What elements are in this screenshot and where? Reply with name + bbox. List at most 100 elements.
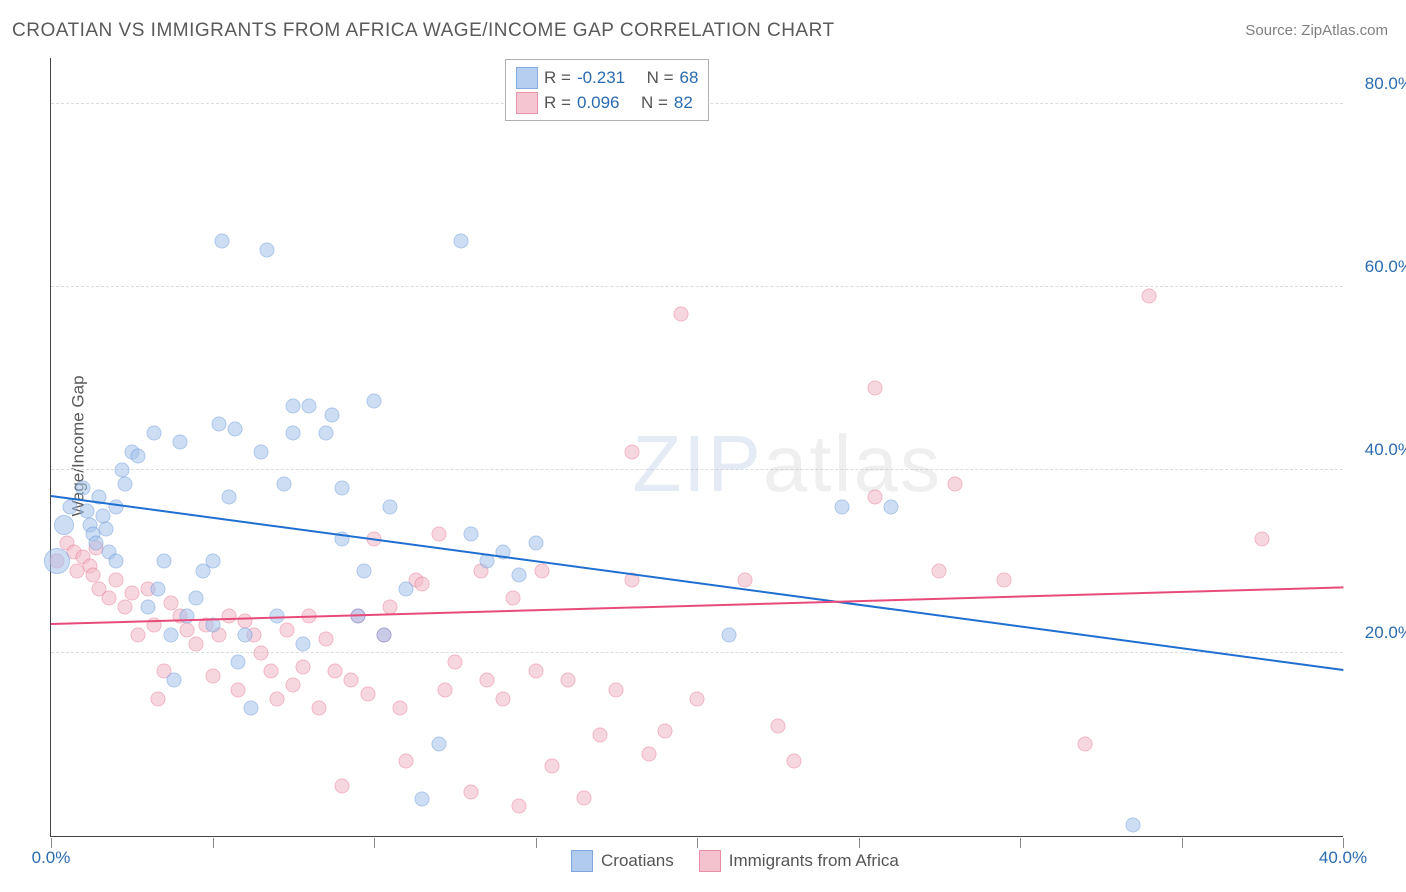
x-tick (1182, 838, 1183, 848)
data-point-immigrants (867, 380, 882, 395)
x-tick (374, 838, 375, 848)
data-point-immigrants (1077, 737, 1092, 752)
data-point-immigrants (179, 623, 194, 638)
data-point-immigrants (657, 723, 672, 738)
data-point-croatians (1126, 818, 1141, 833)
legend-swatch (571, 850, 593, 872)
data-point-immigrants (528, 664, 543, 679)
data-point-immigrants (625, 444, 640, 459)
data-point-immigrants (189, 636, 204, 651)
data-point-croatians (157, 554, 172, 569)
data-point-croatians (512, 568, 527, 583)
data-point-immigrants (270, 691, 285, 706)
data-point-immigrants (431, 526, 446, 541)
data-point-croatians (383, 499, 398, 514)
data-point-immigrants (786, 753, 801, 768)
legend-r-label: R = (544, 65, 571, 90)
data-point-immigrants (295, 659, 310, 674)
x-tick (1343, 838, 1344, 848)
data-point-croatians (150, 581, 165, 596)
data-point-immigrants (496, 691, 511, 706)
data-point-croatians (189, 591, 204, 606)
data-point-immigrants (102, 591, 117, 606)
data-point-immigrants (996, 572, 1011, 587)
legend-n-value: 68 (680, 65, 699, 90)
legend-n-label: N = (641, 90, 668, 115)
data-point-croatians (231, 655, 246, 670)
trendline-croatians (51, 495, 1343, 671)
gridline (51, 286, 1343, 287)
data-point-croatians (163, 627, 178, 642)
data-point-immigrants (544, 759, 559, 774)
data-point-croatians (205, 554, 220, 569)
data-point-immigrants (534, 563, 549, 578)
data-point-croatians (131, 449, 146, 464)
data-point-croatians (253, 444, 268, 459)
data-point-immigrants (438, 682, 453, 697)
data-point-croatians (211, 417, 226, 432)
data-point-croatians (318, 426, 333, 441)
data-point-croatians (118, 476, 133, 491)
data-point-immigrants (948, 476, 963, 491)
legend-row-croatians: R = -0.231 N = 68 (516, 65, 698, 90)
data-point-croatians (357, 563, 372, 578)
data-point-immigrants (312, 700, 327, 715)
data-point-croatians (54, 515, 74, 535)
data-point-immigrants (108, 572, 123, 587)
data-point-croatians (722, 627, 737, 642)
data-point-immigrants (463, 785, 478, 800)
legend-item-immigrants: Immigrants from Africa (699, 850, 899, 872)
source-label: Source: ZipAtlas.com (1245, 22, 1388, 39)
x-tick (536, 838, 537, 848)
data-point-croatians (179, 609, 194, 624)
data-point-croatians (115, 462, 130, 477)
legend-r-value: 0.096 (577, 90, 620, 115)
data-point-croatians (883, 499, 898, 514)
legend-n-value: 82 (674, 90, 693, 115)
data-point-croatians (454, 234, 469, 249)
y-tick-label: 80.0% (1353, 74, 1406, 94)
legend-swatch (699, 850, 721, 872)
data-point-immigrants (392, 700, 407, 715)
data-point-immigrants (1142, 288, 1157, 303)
data-point-immigrants (131, 627, 146, 642)
x-tick (51, 838, 52, 848)
y-tick-label: 60.0% (1353, 257, 1406, 277)
data-point-croatians (528, 536, 543, 551)
data-point-immigrants (867, 490, 882, 505)
legend-swatch (516, 92, 538, 114)
data-point-immigrants (318, 632, 333, 647)
data-point-immigrants (221, 609, 236, 624)
data-point-croatians (44, 548, 70, 574)
x-tick (697, 838, 698, 848)
legend-label: Croatians (601, 851, 674, 871)
chart-title: CROATIAN VS IMMIGRANTS FROM AFRICA WAGE/… (12, 20, 835, 42)
data-point-immigrants (205, 668, 220, 683)
data-point-croatians (376, 627, 391, 642)
legend-n-label: N = (647, 65, 674, 90)
watermark: ZIPatlas (632, 418, 941, 510)
x-tick-label: 40.0% (1319, 848, 1367, 868)
scatter-plot: 20.0%40.0%60.0%80.0%0.0%40.0%ZIPatlasR =… (50, 58, 1343, 837)
data-point-immigrants (576, 790, 591, 805)
x-tick-label: 0.0% (32, 848, 71, 868)
source-link[interactable]: ZipAtlas.com (1301, 22, 1388, 39)
data-point-croatians (79, 504, 94, 519)
data-point-immigrants (124, 586, 139, 601)
data-point-immigrants (118, 600, 133, 615)
legend-label: Immigrants from Africa (729, 851, 899, 871)
data-point-croatians (173, 435, 188, 450)
gridline (51, 652, 1343, 653)
data-point-croatians (367, 394, 382, 409)
data-point-immigrants (1255, 531, 1270, 546)
y-tick-label: 40.0% (1353, 440, 1406, 460)
data-point-croatians (286, 398, 301, 413)
data-point-immigrants (253, 645, 268, 660)
legend-r-value: -0.231 (577, 65, 625, 90)
data-point-croatians (286, 426, 301, 441)
data-point-immigrants (231, 682, 246, 697)
data-point-croatians (431, 737, 446, 752)
legend-item-croatians: Croatians (571, 850, 674, 872)
data-point-croatians (244, 700, 259, 715)
data-point-immigrants (512, 798, 527, 813)
